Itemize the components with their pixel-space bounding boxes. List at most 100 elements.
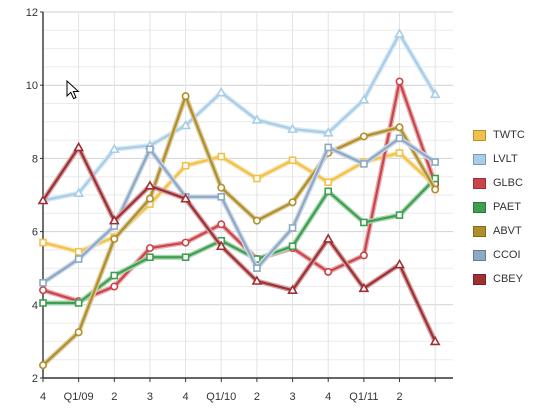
x-tick-label: 2 bbox=[254, 391, 260, 403]
x-tick-label: 4 bbox=[40, 391, 46, 403]
point-glbc bbox=[38, 286, 47, 295]
x-tick-label: 4 bbox=[183, 391, 189, 403]
legend-swatch bbox=[473, 178, 486, 189]
legend-swatch bbox=[473, 226, 486, 237]
point-twtc bbox=[288, 156, 297, 165]
point-abvt bbox=[38, 361, 47, 370]
y-tick-label: 10 bbox=[26, 80, 38, 92]
point-paet bbox=[74, 299, 83, 307]
point-ccoi bbox=[146, 145, 154, 154]
point-paet bbox=[288, 242, 297, 251]
legend-item-abvt[interactable]: ABVT bbox=[473, 222, 533, 246]
point-ccoi bbox=[217, 193, 226, 201]
point-cbey bbox=[322, 233, 334, 243]
legend-label: TWTC bbox=[493, 129, 525, 141]
point-lvlt bbox=[215, 86, 227, 97]
point-glbc bbox=[324, 267, 333, 276]
point-glbc bbox=[181, 238, 190, 247]
point-glbc bbox=[110, 282, 119, 291]
point-lvlt bbox=[394, 28, 405, 38]
point-ccoi bbox=[360, 160, 368, 168]
point-paet bbox=[360, 218, 368, 227]
point-paet bbox=[431, 174, 439, 183]
point-twtc bbox=[39, 238, 47, 247]
point-ccoi bbox=[288, 224, 297, 232]
legend-label: LVLT bbox=[493, 153, 518, 165]
y-tick-label: 12 bbox=[26, 7, 38, 19]
x-tick-label: Q1/11 bbox=[349, 391, 378, 403]
point-abvt bbox=[110, 234, 119, 243]
point-abvt bbox=[217, 183, 226, 192]
x-tick-label: Q1/09 bbox=[64, 391, 94, 403]
point-abvt bbox=[252, 216, 261, 225]
legend-item-lvlt[interactable]: LVLT bbox=[473, 150, 533, 174]
point-abvt bbox=[288, 198, 297, 207]
x-tick-label: 4 bbox=[325, 391, 331, 403]
point-twtc bbox=[324, 178, 333, 186]
point-twtc bbox=[181, 161, 190, 170]
series-line-lvlt bbox=[41, 32, 437, 202]
x-tick-label: 2 bbox=[396, 391, 402, 403]
legend-item-glbc[interactable]: GLBC bbox=[473, 174, 533, 198]
point-abvt bbox=[431, 185, 440, 194]
x-tick-label: 3 bbox=[147, 391, 153, 403]
point-cbey bbox=[144, 180, 156, 190]
point-paet bbox=[181, 253, 190, 262]
x-tick-label: 3 bbox=[290, 391, 296, 403]
point-twtc bbox=[74, 247, 83, 256]
point-lvlt bbox=[108, 143, 120, 154]
point-abvt bbox=[181, 92, 190, 101]
legend-item-twtc[interactable]: TWTC bbox=[473, 126, 533, 150]
point-paet bbox=[395, 211, 404, 219]
point-ccoi bbox=[39, 279, 47, 287]
mouse-pointer-icon bbox=[66, 80, 80, 100]
y-tick-label: 8 bbox=[32, 153, 38, 165]
legend-item-paet[interactable]: PAET bbox=[473, 198, 533, 222]
point-cbey bbox=[215, 240, 227, 251]
point-cbey bbox=[37, 194, 49, 205]
legend-label: GLBC bbox=[493, 177, 523, 189]
legend-label: ABVT bbox=[493, 225, 522, 237]
point-cbey bbox=[358, 282, 370, 293]
point-lvlt bbox=[180, 119, 191, 130]
point-ccoi bbox=[395, 134, 404, 143]
point-ccoi bbox=[431, 158, 439, 166]
point-cbey bbox=[73, 141, 85, 152]
legend-item-ccoi[interactable]: CCOI bbox=[473, 246, 533, 270]
point-cbey bbox=[287, 284, 298, 294]
point-lvlt bbox=[251, 114, 263, 124]
point-abvt bbox=[359, 132, 368, 141]
x-tick-label: Q1/10 bbox=[206, 391, 236, 403]
point-paet bbox=[110, 271, 119, 280]
point-lvlt bbox=[73, 187, 85, 197]
point-lvlt bbox=[429, 88, 441, 99]
point-cbey bbox=[108, 215, 120, 225]
y-tick-label: 6 bbox=[32, 227, 38, 239]
point-ccoi bbox=[324, 143, 333, 152]
point-lvlt bbox=[322, 127, 334, 137]
legend-label: CCOI bbox=[493, 249, 521, 261]
point-glbc bbox=[395, 77, 404, 86]
point-cbey bbox=[180, 193, 191, 203]
point-paet bbox=[324, 187, 333, 196]
point-lvlt bbox=[358, 94, 370, 104]
point-lvlt bbox=[287, 123, 298, 133]
point-glbc bbox=[217, 220, 226, 229]
x-tick-label: 2 bbox=[111, 391, 117, 403]
point-paet bbox=[39, 299, 47, 307]
legend-swatch bbox=[473, 250, 486, 261]
point-paet bbox=[146, 253, 154, 262]
legend-label: PAET bbox=[493, 201, 521, 213]
series-line-abvt bbox=[41, 95, 437, 367]
legend-label: CBEY bbox=[493, 273, 523, 285]
point-twtc bbox=[253, 174, 261, 183]
point-abvt bbox=[145, 194, 154, 203]
legend-item-cbey[interactable]: CBEY bbox=[473, 270, 533, 294]
chart-legend: TWTC LVLT GLBC PAET ABVT CCOI CBEY bbox=[473, 126, 533, 294]
y-tick-label: 2 bbox=[32, 373, 38, 385]
legend-swatch bbox=[473, 130, 486, 141]
legend-swatch bbox=[473, 154, 486, 165]
point-twtc bbox=[395, 149, 404, 157]
